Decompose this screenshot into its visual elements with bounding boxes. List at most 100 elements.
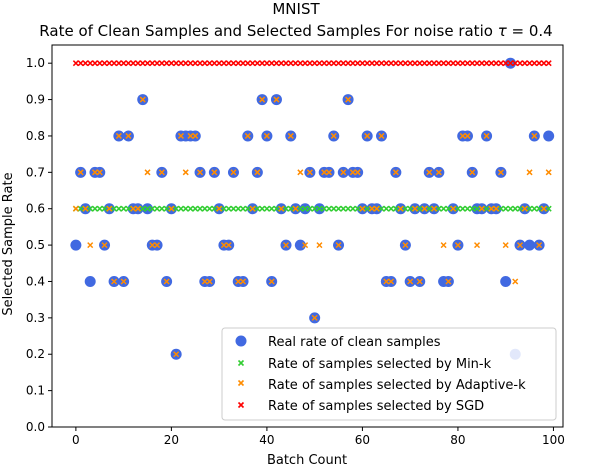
y-tick-label: 0.8: [26, 129, 45, 143]
sgd-rate-marker: [263, 60, 270, 67]
sgd-rate-marker: [235, 60, 242, 67]
adaptive-rate-marker: [115, 132, 122, 139]
adaptive-rate-marker: [163, 278, 170, 285]
adaptive-rate-marker: [144, 169, 151, 176]
sgd-rate-marker: [540, 60, 547, 67]
sgd-rate-marker: [297, 60, 304, 67]
sgd-rate-marker: [445, 60, 452, 67]
mink-rate-marker: [459, 205, 466, 212]
adaptive-rate-marker: [216, 205, 223, 212]
mink-rate-marker: [206, 205, 213, 212]
mink-rate-marker: [483, 205, 490, 212]
adaptive-rate-marker: [359, 205, 366, 212]
mink-rate-marker: [230, 205, 237, 212]
adaptive-rate-marker: [158, 169, 165, 176]
mink-rate-marker: [502, 205, 509, 212]
sgd-rate-marker: [101, 60, 108, 67]
mink-rate-marker: [211, 205, 218, 212]
mink-rate-marker: [435, 205, 442, 212]
sgd-rate-marker: [244, 60, 251, 67]
adaptive-rate-marker: [139, 96, 146, 103]
adaptive-rate-marker: [259, 96, 266, 103]
sgd-rate-marker: [230, 60, 237, 67]
legend-marker-real: [235, 335, 247, 347]
mink-rate-marker: [158, 205, 165, 212]
adaptive-rate-marker: [177, 132, 184, 139]
mink-rate-marker: [321, 205, 328, 212]
sgd-rate-marker: [516, 60, 524, 67]
adaptive-rate-marker: [249, 205, 256, 212]
sgd-rate-marker: [340, 60, 347, 67]
mink-rate-marker: [474, 205, 481, 212]
mink-rate-marker: [163, 205, 170, 212]
mink-rate-marker: [516, 205, 524, 212]
adaptive-rate-marker: [91, 169, 99, 176]
sgd-rate-marker: [321, 60, 328, 67]
adaptive-rate-marker: [526, 169, 533, 176]
sgd-rate-marker: [173, 60, 180, 67]
mink-rate-marker: [354, 205, 361, 212]
mink-rate-marker: [259, 205, 266, 212]
mink-rate-marker: [402, 205, 409, 212]
mink-rate-marker: [144, 205, 151, 212]
chart-subtitle-suffix: = 0.4: [507, 22, 553, 40]
adaptive-rate-marker: [483, 132, 490, 139]
adaptive-rate-marker: [340, 169, 347, 176]
sgd-rate-marker: [187, 60, 194, 67]
adaptive-rate-marker: [77, 169, 84, 176]
mink-rate-marker: [139, 205, 146, 212]
adaptive-rate-marker: [149, 242, 156, 249]
adaptive-rate-marker: [516, 242, 524, 249]
sgd-rate-marker: [378, 60, 385, 67]
sgd-rate-marker: [478, 60, 485, 67]
legend-marker-sgd: [237, 401, 245, 409]
sgd-rate-marker: [526, 60, 533, 67]
mink-rate-marker: [154, 205, 161, 212]
adaptive-rate-marker: [454, 242, 461, 249]
adaptive-rate-marker: [302, 242, 309, 249]
adaptive-rate-marker: [206, 278, 213, 285]
real-rate-point: [84, 275, 96, 287]
mink-rate-marker: [149, 205, 156, 212]
mink-rate-marker: [220, 205, 227, 212]
chart-title: MNIST: [272, 0, 320, 18]
adaptive-rate-marker: [268, 278, 275, 285]
chart-subtitle: Rate of Clean Samples and Selected Sampl…: [39, 22, 552, 40]
sgd-rate-marker: [488, 60, 495, 67]
mink-rate-marker: [311, 205, 318, 212]
adaptive-rate-marker: [273, 96, 280, 103]
sgd-rate-marker: [521, 60, 528, 67]
adaptive-rate-marker: [278, 205, 285, 212]
sgd-rate-marker: [220, 60, 227, 67]
mink-rate-marker: [177, 205, 184, 212]
y-tick-label: 0.3: [26, 311, 45, 325]
sgd-rate-marker: [335, 60, 342, 67]
adaptive-rate-marker: [211, 169, 218, 176]
adaptive-rate-marker: [431, 205, 438, 212]
x-tick-label: 100: [542, 433, 565, 447]
sgd-rate-marker: [72, 60, 79, 67]
sgd-rate-marker: [474, 60, 481, 67]
mink-rate-marker: [120, 205, 127, 212]
mink-rate-marker: [383, 205, 390, 212]
mink-rate-marker: [392, 205, 399, 212]
real-rate-point: [543, 130, 555, 142]
adaptive-rate-marker: [106, 205, 113, 212]
sgd-rate-marker: [431, 60, 438, 67]
adaptive-rate-marker: [173, 351, 180, 358]
mink-rate-marker: [225, 205, 232, 212]
adaptive-rate-marker: [321, 169, 328, 176]
sgd-rate-marker: [359, 60, 366, 67]
sgd-rate-marker: [426, 60, 433, 67]
sgd-rate-marker: [158, 60, 165, 67]
sgd-rate-marker: [249, 60, 256, 67]
mink-rate-marker: [349, 205, 356, 212]
chart-subtitle-symbol: τ: [498, 22, 508, 40]
sgd-rate-marker: [168, 60, 175, 67]
adaptive-rate-marker: [364, 132, 371, 139]
sgd-rate-marker: [325, 60, 333, 67]
adaptive-rate-marker: [349, 169, 356, 176]
adaptive-rate-marker: [488, 205, 495, 212]
y-tick-label: 0.1: [26, 384, 45, 398]
adaptive-rate-marker: [187, 132, 194, 139]
